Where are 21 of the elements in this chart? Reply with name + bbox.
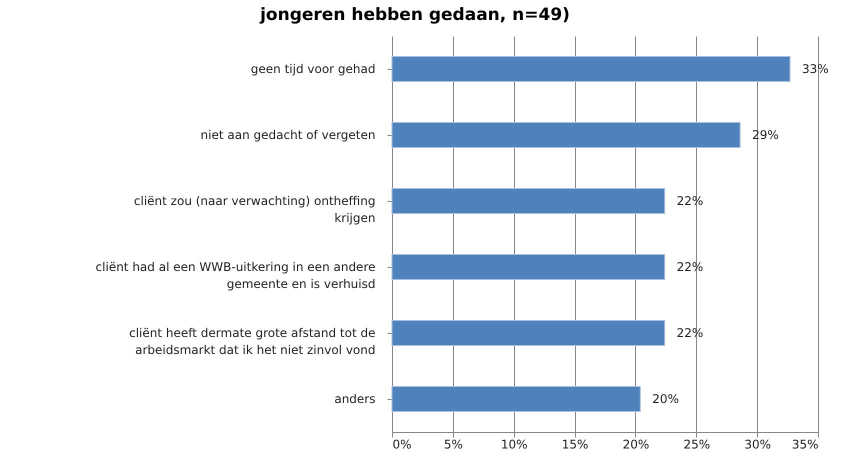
x-tick-label: 20% [622, 438, 650, 452]
y-tick-label: cliënt zou (naar verwachting) ontheffing krijgen [134, 194, 376, 225]
x-tick-label: 15% [562, 438, 588, 452]
x-tick-label: 30% [744, 438, 771, 452]
data-label: 22% [676, 260, 704, 274]
x-tick-label: 5% [444, 438, 463, 452]
x-tick-label: 10% [500, 438, 528, 452]
data-label: 22% [676, 194, 704, 208]
data-label: 20% [652, 392, 679, 406]
data-label: 29% [752, 128, 779, 142]
x-tick-label: 0% [392, 438, 412, 452]
x-tick-label: 35% [792, 438, 818, 452]
y-tick-label: cliënt heeft dermate grote afstand tot de arbeidsmarkt dat ik het niet zinvol vond [129, 326, 376, 357]
y-tick-label: geen tijd voor gehad [250, 62, 376, 76]
y-tick-label: anders [334, 392, 376, 406]
chart-title: jongeren hebben gedaan, n=49) [259, 5, 570, 25]
data-label: 22% [676, 326, 704, 340]
y-tick-label: niet aan gedacht of vergeten [200, 128, 376, 142]
y-tick-label: cliënt had al een WWB-uitkering in een andere gemeente en is verhuisd [96, 260, 376, 291]
data-label: 33% [802, 62, 829, 76]
x-tick-label: 25% [683, 438, 710, 452]
